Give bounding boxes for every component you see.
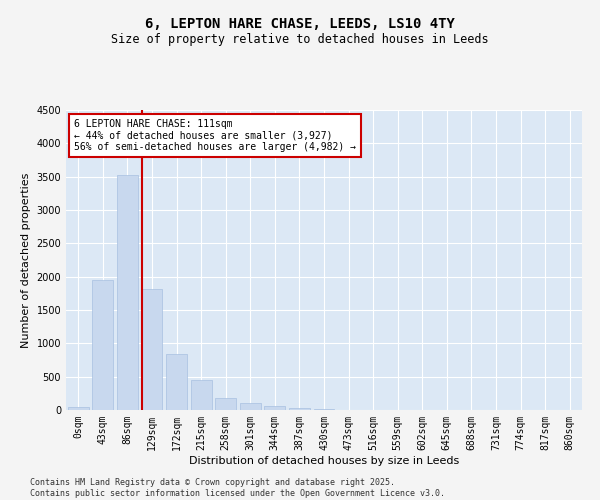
Bar	[117, 174, 138, 410]
Bar	[166, 354, 187, 410]
Bar	[240, 404, 261, 410]
Bar	[191, 380, 212, 410]
Text: Contains HM Land Registry data © Crown copyright and database right 2025.
Contai: Contains HM Land Registry data © Crown c…	[30, 478, 445, 498]
Text: Size of property relative to detached houses in Leeds: Size of property relative to detached ho…	[111, 32, 489, 46]
Bar	[92, 280, 113, 410]
Bar	[289, 408, 310, 410]
Bar	[142, 288, 163, 410]
Text: 6, LEPTON HARE CHASE, LEEDS, LS10 4TY: 6, LEPTON HARE CHASE, LEEDS, LS10 4TY	[145, 18, 455, 32]
Bar	[68, 406, 89, 410]
Bar	[265, 406, 286, 410]
X-axis label: Distribution of detached houses by size in Leeds: Distribution of detached houses by size …	[189, 456, 459, 466]
Text: 6 LEPTON HARE CHASE: 111sqm
← 44% of detached houses are smaller (3,927)
56% of : 6 LEPTON HARE CHASE: 111sqm ← 44% of det…	[74, 119, 356, 152]
Y-axis label: Number of detached properties: Number of detached properties	[21, 172, 31, 348]
Bar	[215, 398, 236, 410]
